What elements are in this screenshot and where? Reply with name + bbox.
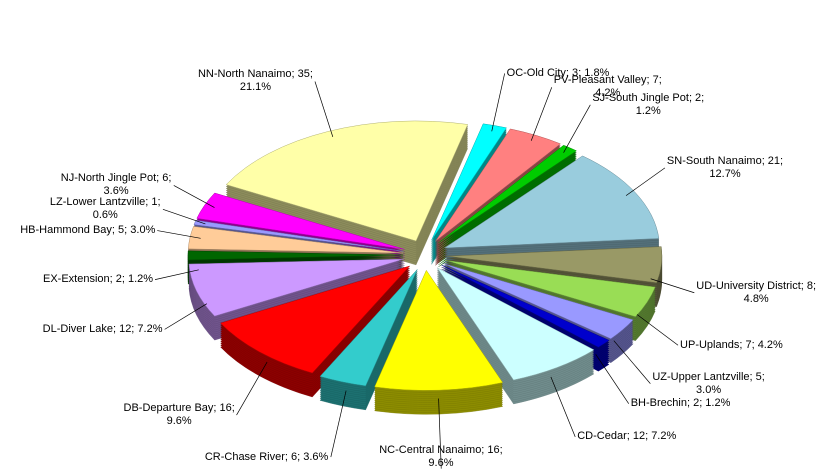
slice-tops	[187, 120, 663, 391]
data-label: SN-South Nanaimo; 21; 12.7%	[666, 154, 784, 180]
data-label: DB-Departure Bay; 16; 9.6%	[123, 402, 235, 428]
slice	[319, 269, 418, 387]
leader-line	[530, 87, 553, 141]
leader-line	[595, 354, 630, 404]
slice	[443, 263, 634, 340]
slice	[438, 144, 577, 244]
data-label: LZ-Lower Lantzville; 1; 0.6%	[49, 196, 161, 222]
data-label: UD-University District; 8; 4.8%	[696, 279, 817, 305]
leader-line	[157, 230, 201, 239]
slice	[437, 267, 595, 381]
slice	[193, 219, 404, 252]
leader-line	[613, 340, 651, 384]
slice	[443, 155, 660, 249]
slice	[445, 260, 656, 317]
slice	[374, 269, 504, 391]
data-label: NN-North Nanaimo; 35; 21.1%	[197, 68, 313, 94]
leader-line	[164, 303, 208, 330]
slice	[196, 192, 405, 250]
leader-line	[650, 278, 695, 294]
slice	[435, 128, 561, 242]
leader-line	[330, 390, 347, 458]
slice	[441, 264, 610, 348]
slice	[188, 226, 404, 254]
data-label: PV-Pleasant Valley; 7; 4.2%	[553, 74, 662, 100]
data-label: DL-Diver Lake; 12; 7.2%	[42, 322, 163, 335]
slice	[187, 250, 404, 261]
data-label: NJ-North Jingle Pot; 6; 3.6%	[60, 172, 172, 198]
data-label: UZ-Upper Lantzville; 5; 3.0%	[652, 370, 765, 396]
data-label: BH-Brechin; 2; 1.2%	[630, 397, 731, 410]
leader-line	[236, 361, 268, 416]
leader-line	[625, 167, 666, 196]
data-label: CD-Cedar; 12; 7.2%	[577, 430, 677, 443]
leader-line	[438, 398, 442, 469]
leader-line	[173, 185, 215, 208]
leader-line	[550, 376, 576, 438]
data-label: UP-Uplands; 7; 4.2%	[680, 338, 783, 351]
data-label: EX-Extension; 2; 1.2%	[43, 273, 154, 286]
leader-line	[154, 269, 199, 280]
data-label: OC-Old City; 3; 1.8%	[506, 66, 610, 79]
slice	[220, 265, 411, 374]
slice	[225, 120, 469, 242]
slice	[446, 246, 663, 284]
data-label: HB-Hammond Bay; 5; 3.0%	[20, 224, 156, 237]
leader-line	[636, 314, 679, 346]
leader-line	[563, 104, 591, 153]
leader-line	[491, 73, 505, 132]
data-label: SJ-South Jingle Pot; 2; 1.2%	[592, 91, 705, 117]
leader-line	[314, 81, 334, 137]
slice	[188, 258, 404, 317]
slice	[431, 123, 507, 241]
data-label: NC-Central Nanaimo; 16; 9.6%	[379, 444, 503, 469]
data-label: CR-Chase River; 6; 3.6%	[204, 450, 329, 463]
leader-line	[162, 209, 206, 225]
